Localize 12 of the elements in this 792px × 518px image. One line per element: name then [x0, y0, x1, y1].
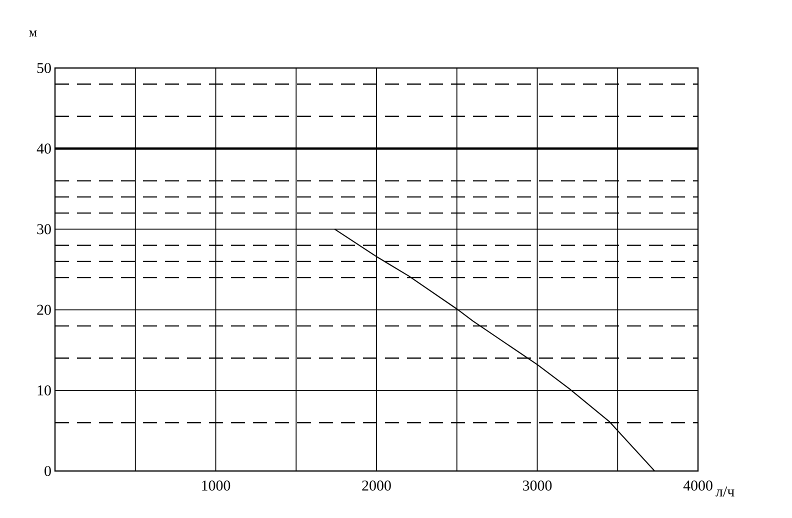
x-tick-label: 3000: [523, 480, 552, 491]
y-tick-label: 40: [36, 144, 51, 154]
x-tick-label: 1000: [202, 480, 230, 491]
x-tick-label: 2000: [362, 480, 391, 491]
y-tick-label: 20: [37, 304, 51, 315]
x-axis-title: л/ч: [716, 486, 734, 497]
y-axis-title: м: [29, 30, 37, 36]
y-tick-label: 10: [38, 385, 51, 396]
y-tick-label: 50: [37, 62, 51, 74]
y-tick-label: 0: [44, 466, 51, 476]
x-tick-label: 4000: [683, 480, 712, 491]
y-tick-label: 30: [37, 224, 51, 234]
